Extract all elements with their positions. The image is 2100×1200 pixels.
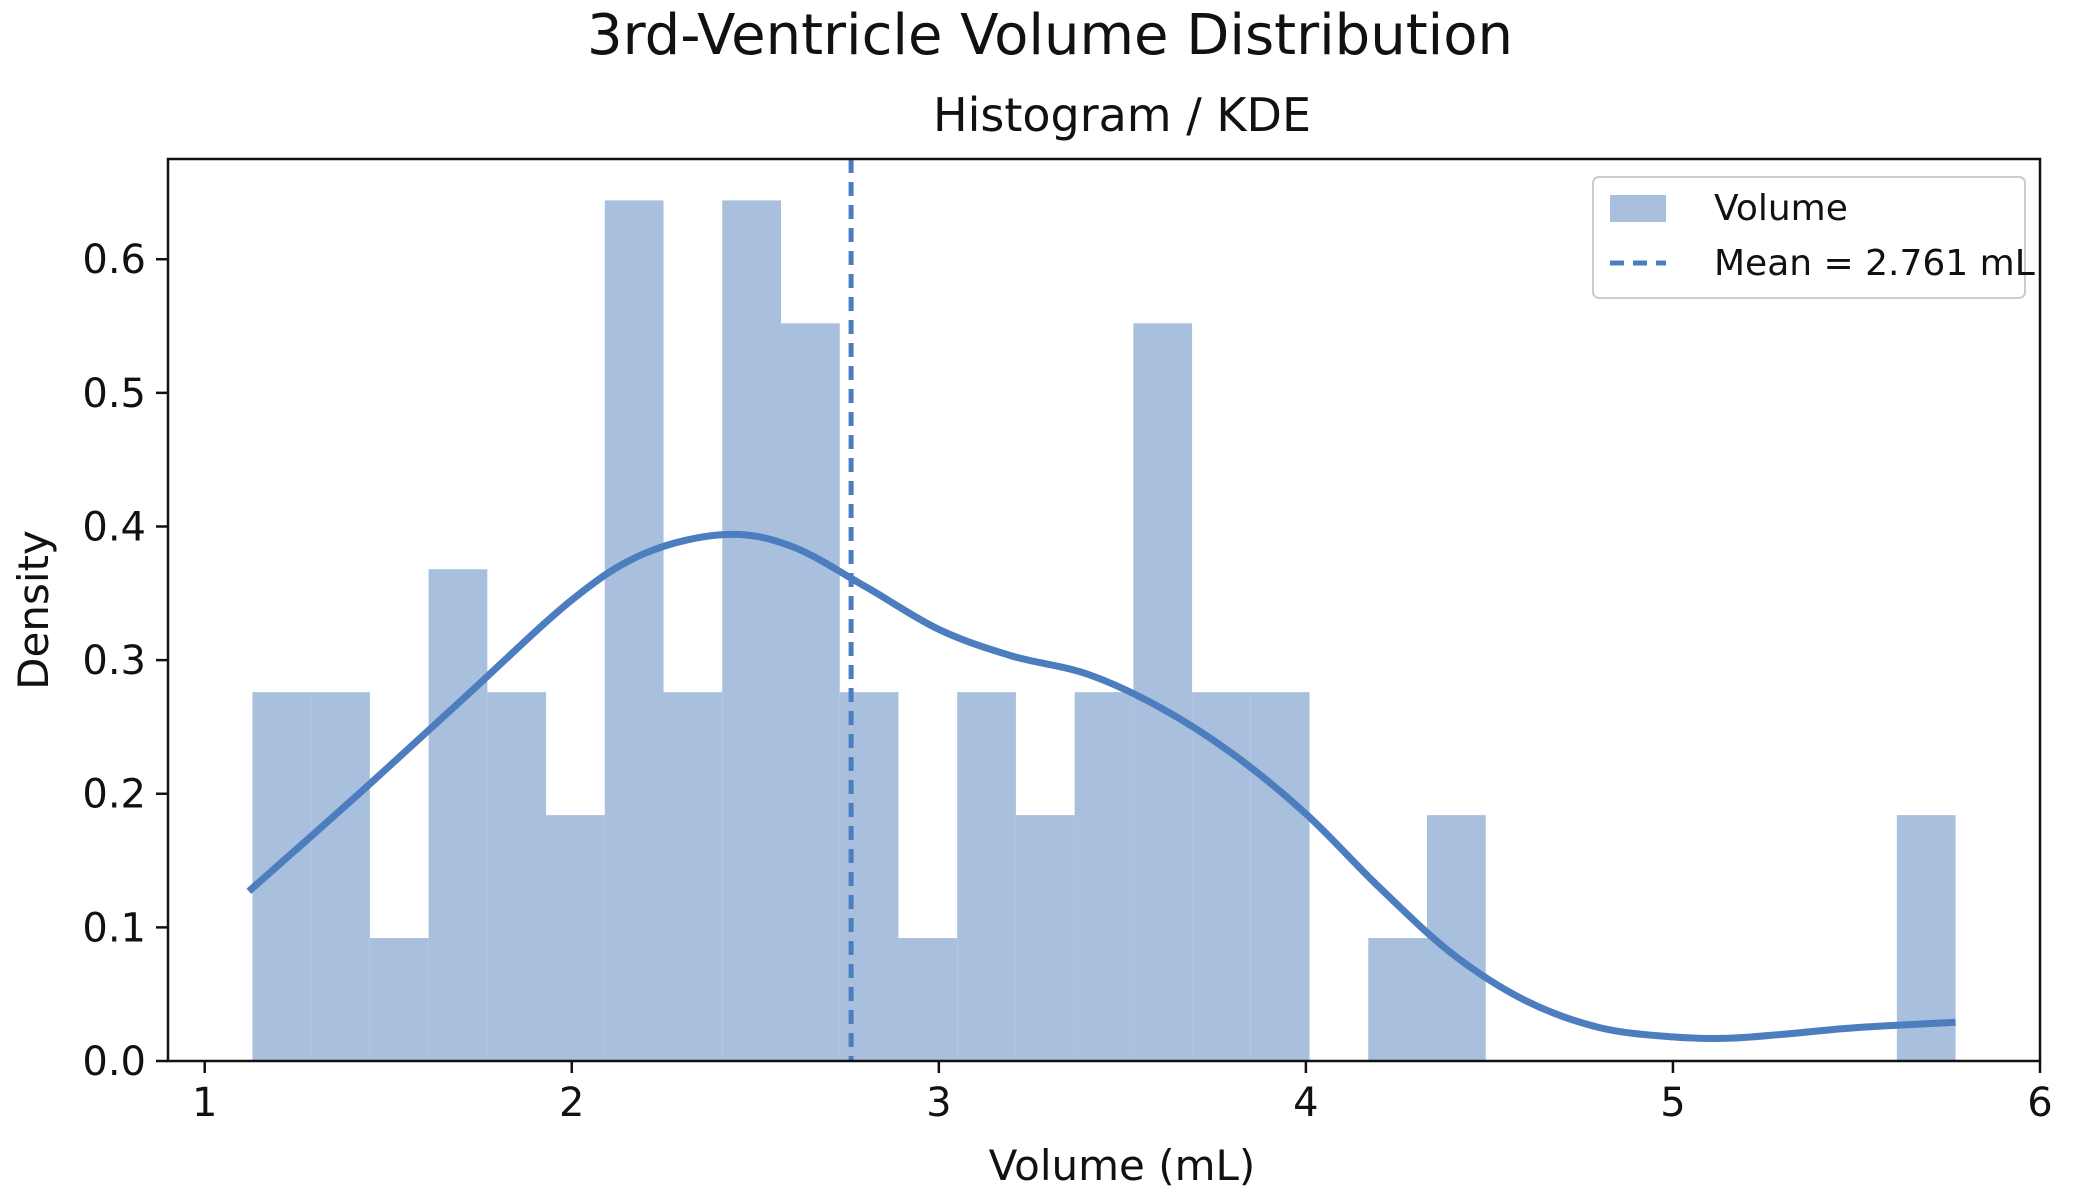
- histogram-bar: [604, 200, 664, 1062]
- y-axis-label: Density: [9, 530, 58, 690]
- legend: Volume Mean = 2.761 mL: [1592, 176, 2035, 299]
- chart-title: 3rd-Ventricle Volume Distribution: [587, 3, 1513, 68]
- legend-box: [1592, 176, 2026, 299]
- histogram-bar: [1192, 692, 1251, 1061]
- chart-subtitle: Histogram / KDE: [933, 88, 1311, 142]
- histogram-bar: [311, 692, 370, 1061]
- histogram-bar: [1250, 692, 1310, 1061]
- histogram-bar: [722, 200, 781, 1062]
- x-axis-ticks: 1 2 3 4 5 6: [192, 1061, 2053, 1126]
- histogram-bar: [1015, 815, 1075, 1061]
- y-tick-label: 0.1: [82, 905, 146, 951]
- histogram-bar: [780, 323, 840, 1061]
- x-axis-label: Volume (mL): [989, 1141, 1256, 1190]
- histogram-bar: [369, 938, 429, 1061]
- legend-mean-label: Mean = 2.761 mL: [1714, 243, 2035, 284]
- x-tick-label: 6: [2027, 1080, 2052, 1126]
- histogram-bar: [1074, 692, 1134, 1061]
- histogram-bar: [663, 692, 723, 1061]
- kde-curve: [246, 530, 1956, 1043]
- histogram-bar: [957, 692, 1016, 1061]
- y-tick-label: 0.6: [82, 237, 146, 283]
- y-axis-ticks: 0.0 0.1 0.2 0.3 0.4 0.5 0.6: [82, 237, 168, 1085]
- histogram-bar: [1368, 938, 1428, 1061]
- histogram-bars: [252, 200, 1956, 1062]
- y-tick-label: 0.5: [82, 371, 146, 417]
- x-tick-label: 4: [1293, 1080, 1318, 1126]
- legend-volume-swatch: [1610, 195, 1666, 222]
- histogram-bar: [839, 692, 899, 1061]
- histogram-bar: [487, 692, 547, 1061]
- x-tick-label: 3: [926, 1080, 951, 1126]
- y-tick-label: 0.3: [82, 638, 146, 684]
- plot-frame: [166, 157, 2042, 1063]
- histogram-bar: [546, 815, 605, 1061]
- x-tick-label: 1: [192, 1080, 217, 1126]
- x-tick-label: 2: [559, 1080, 584, 1126]
- histogram-bar: [898, 938, 958, 1061]
- legend-volume-label: Volume: [1714, 188, 1848, 229]
- histogram-bar: [428, 569, 488, 1061]
- y-tick-label: 0.0: [82, 1039, 146, 1085]
- x-tick-label: 5: [1660, 1080, 1685, 1126]
- y-tick-label: 0.4: [82, 504, 146, 550]
- histogram-bar: [1133, 323, 1193, 1061]
- y-tick-label: 0.2: [82, 772, 146, 818]
